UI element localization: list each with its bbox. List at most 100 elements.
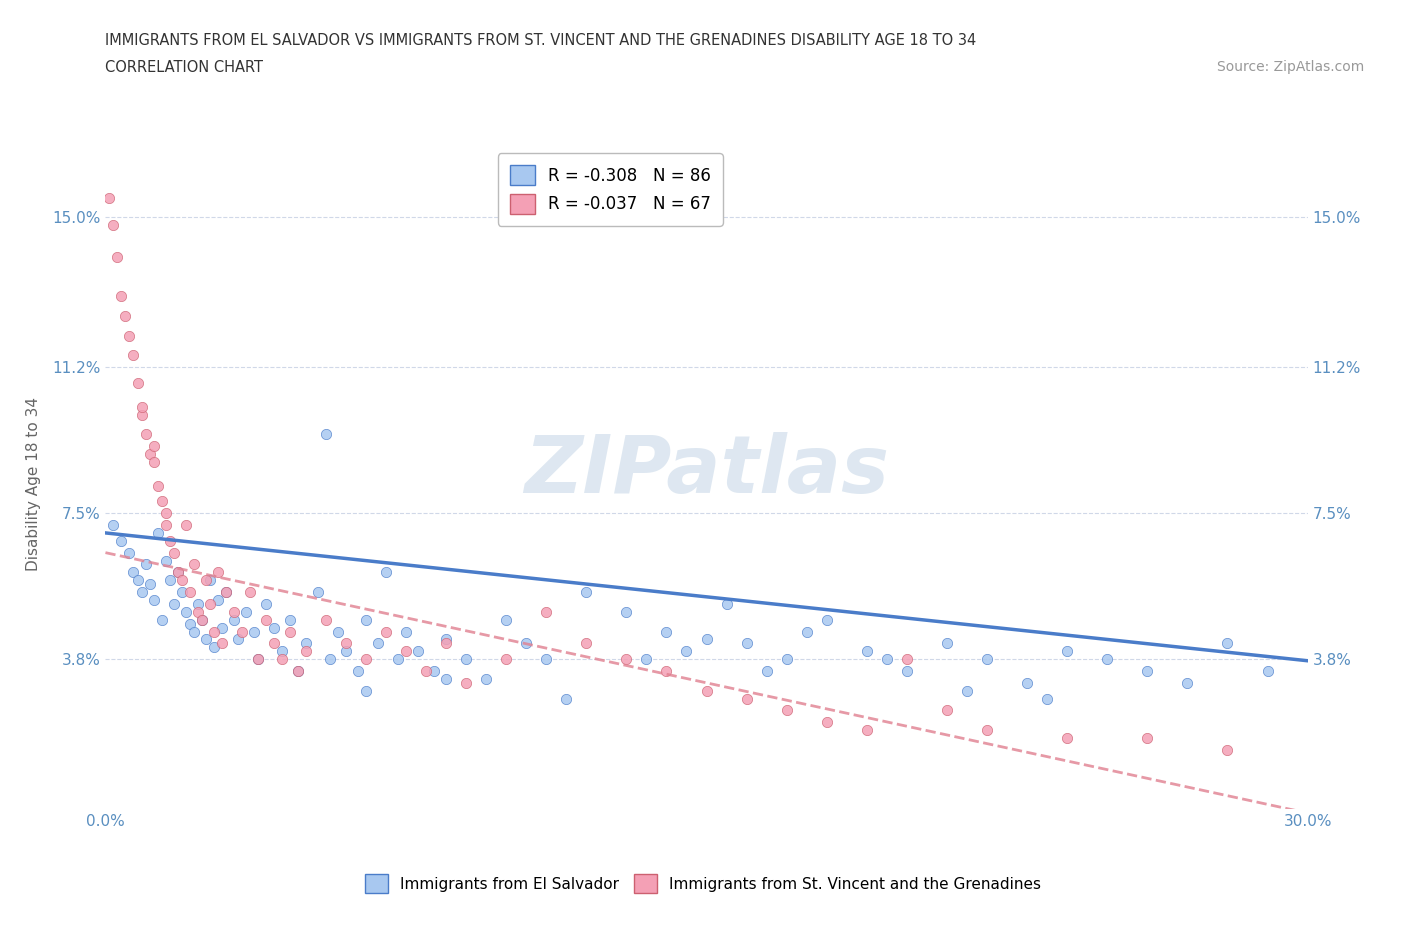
Point: [434, 636, 457, 651]
Point: [110, 534, 132, 549]
Point: [315, 427, 337, 442]
Point: [263, 620, 285, 635]
Point: [127, 573, 149, 588]
Point: [1036, 691, 1059, 706]
Point: [162, 596, 184, 611]
Point: [335, 636, 357, 651]
Point: [315, 612, 337, 627]
Point: [155, 506, 177, 521]
Legend: Immigrants from El Salvador, Immigrants from St. Vincent and the Grenadines: Immigrants from El Salvador, Immigrants …: [359, 869, 1047, 899]
Point: [131, 585, 153, 600]
Point: [135, 427, 157, 442]
Y-axis label: Disability Age 18 to 34: Disability Age 18 to 34: [27, 396, 41, 571]
Point: [434, 671, 457, 686]
Point: [174, 518, 197, 533]
Point: [159, 573, 181, 588]
Point: [263, 636, 285, 651]
Point: [138, 577, 160, 591]
Point: [118, 328, 141, 343]
Point: [1177, 675, 1199, 690]
Point: [636, 652, 658, 667]
Point: [107, 249, 129, 264]
Point: [796, 624, 818, 639]
Point: [142, 455, 165, 470]
Point: [475, 671, 498, 686]
Point: [855, 723, 877, 737]
Point: [1056, 731, 1078, 746]
Point: [170, 573, 193, 588]
Point: [374, 624, 398, 639]
Point: [655, 624, 678, 639]
Point: [326, 624, 349, 639]
Point: [211, 636, 233, 651]
Point: [187, 596, 209, 611]
Point: [170, 585, 193, 600]
Point: [1136, 731, 1159, 746]
Point: [415, 664, 437, 679]
Point: [222, 612, 245, 627]
Point: [1017, 675, 1039, 690]
Point: [495, 612, 517, 627]
Point: [855, 644, 877, 658]
Point: [179, 617, 201, 631]
Point: [222, 604, 245, 619]
Point: [354, 684, 377, 698]
Text: IMMIGRANTS FROM EL SALVADOR VS IMMIGRANTS FROM ST. VINCENT AND THE GRENADINES DI: IMMIGRANTS FROM EL SALVADOR VS IMMIGRANT…: [105, 33, 977, 47]
Point: [354, 652, 377, 667]
Point: [387, 652, 409, 667]
Text: CORRELATION CHART: CORRELATION CHART: [105, 60, 263, 75]
Point: [295, 644, 318, 658]
Point: [155, 553, 177, 568]
Point: [936, 703, 959, 718]
Point: [122, 348, 145, 363]
Text: Source: ZipAtlas.com: Source: ZipAtlas.com: [1216, 60, 1364, 74]
Point: [150, 612, 173, 627]
Point: [207, 565, 229, 579]
Point: [1257, 664, 1279, 679]
Point: [776, 703, 799, 718]
Point: [735, 691, 758, 706]
Text: ZIPatlas: ZIPatlas: [524, 432, 889, 510]
Point: [495, 652, 517, 667]
Point: [976, 652, 998, 667]
Point: [287, 664, 309, 679]
Point: [131, 407, 153, 422]
Point: [287, 664, 309, 679]
Point: [146, 525, 169, 540]
Point: [454, 652, 477, 667]
Point: [395, 644, 418, 658]
Point: [347, 664, 370, 679]
Point: [896, 664, 918, 679]
Point: [534, 652, 557, 667]
Point: [174, 604, 197, 619]
Point: [155, 518, 177, 533]
Point: [190, 612, 212, 627]
Point: [534, 604, 557, 619]
Point: [254, 596, 277, 611]
Point: [295, 636, 318, 651]
Point: [183, 557, 205, 572]
Point: [183, 624, 205, 639]
Point: [103, 218, 125, 232]
Point: [1216, 636, 1239, 651]
Point: [956, 684, 979, 698]
Point: [354, 612, 377, 627]
Point: [214, 585, 236, 600]
Point: [150, 494, 173, 509]
Point: [1097, 652, 1119, 667]
Point: [231, 624, 253, 639]
Point: [166, 565, 188, 579]
Point: [374, 565, 398, 579]
Point: [335, 644, 357, 658]
Point: [142, 439, 165, 454]
Point: [194, 573, 217, 588]
Point: [198, 596, 221, 611]
Point: [406, 644, 429, 658]
Point: [246, 652, 269, 667]
Point: [454, 675, 477, 690]
Point: [555, 691, 578, 706]
Point: [815, 715, 838, 730]
Point: [190, 612, 212, 627]
Point: [146, 478, 169, 493]
Point: [270, 652, 292, 667]
